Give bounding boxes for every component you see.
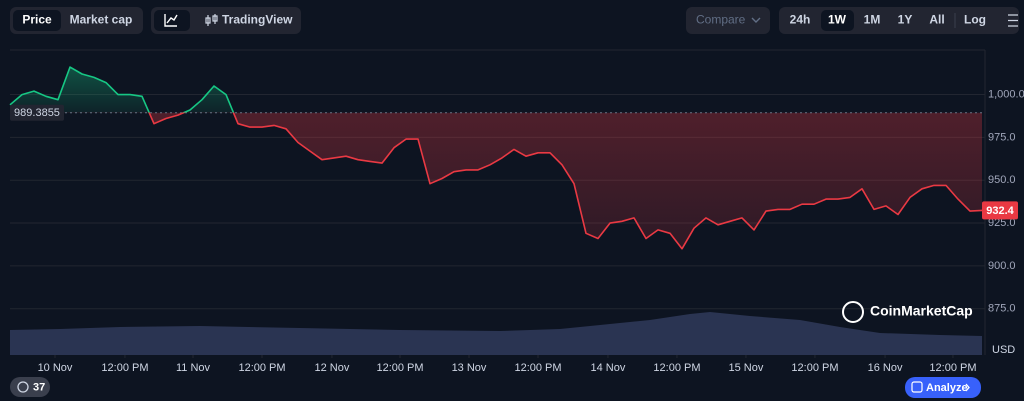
y-tick-label: 1,000.0	[988, 88, 1024, 100]
line-chart-button[interactable]	[154, 10, 190, 31]
x-tick-label: 12:00 PM	[514, 362, 561, 374]
candle-icon	[205, 14, 218, 26]
toggle-selected[interactable]	[13, 10, 61, 31]
analyze-icon	[911, 381, 923, 393]
analyze-button[interactable]	[905, 377, 981, 398]
settings-icon[interactable]	[1008, 14, 1018, 27]
x-tick-label: 16 Nov	[868, 362, 903, 374]
analyze-label[interactable]: Analyze	[926, 382, 968, 394]
last-value-label: 932.4	[986, 205, 1014, 217]
plot: 875.0 900.0 925.0 950.0 975.0 1,000.0 10 Nov 12…	[9, 66, 1024, 374]
analyze-chevron	[965, 383, 970, 392]
y-tick-label: 975.0	[988, 131, 1016, 143]
reference-label-box	[10, 104, 64, 121]
x-tick-label: 12:00 PM	[653, 362, 700, 374]
unit-label: USD	[992, 344, 1015, 356]
x-tick-label: 10 Nov	[38, 362, 73, 374]
compare-box	[686, 7, 770, 34]
history-icon	[17, 381, 29, 393]
reference-label: 989.3855	[14, 107, 60, 119]
cmc-logo	[842, 301, 864, 323]
tradingview-button[interactable]: TradingView	[222, 13, 293, 27]
log-button[interactable]: Log	[964, 13, 986, 27]
range-selected	[821, 10, 854, 31]
x-tick-label: 13 Nov	[452, 362, 487, 374]
x-tick-label: 12:00 PM	[238, 362, 285, 374]
x-tick-label: 11 Nov	[176, 362, 211, 374]
compare-button[interactable]: Compare	[696, 13, 746, 27]
range-button[interactable]: 1Y	[898, 13, 913, 27]
last-value-box	[982, 201, 1018, 220]
range-button[interactable]: 1M	[864, 13, 881, 27]
price-tab[interactable]: Price	[22, 13, 52, 27]
range-button[interactable]: 1W	[828, 13, 847, 27]
volume-area	[10, 312, 982, 355]
y-tick-label: 875.0	[988, 303, 1016, 315]
x-tick-label: 14 Nov	[591, 362, 626, 374]
x-tick-label: 12:00 PM	[791, 362, 838, 374]
range-button[interactable]: All	[929, 13, 944, 27]
count-pill[interactable]	[10, 377, 50, 397]
y-tick-label: 900.0	[988, 260, 1016, 272]
line-icon	[164, 14, 178, 27]
x-tick-label: 12:00 PM	[376, 362, 423, 374]
x-tick-label: 12:00 PM	[101, 362, 148, 374]
y-tick-label: 925.0	[988, 217, 1016, 229]
price-line	[9, 66, 983, 250]
watermark: CoinMarketCap	[870, 303, 973, 319]
price-area	[10, 67, 982, 249]
x-tick-label: 15 Nov	[729, 362, 764, 374]
x-tick-label: 12:00 PM	[929, 362, 976, 374]
x-tick-label: 12 Nov	[315, 362, 350, 374]
range-button[interactable]: 24h	[790, 13, 811, 27]
y-tick-label: 950.0	[988, 174, 1016, 186]
chevron	[751, 17, 761, 23]
market-cap-tab[interactable]: Market cap	[70, 13, 133, 27]
count: 37	[33, 381, 45, 393]
